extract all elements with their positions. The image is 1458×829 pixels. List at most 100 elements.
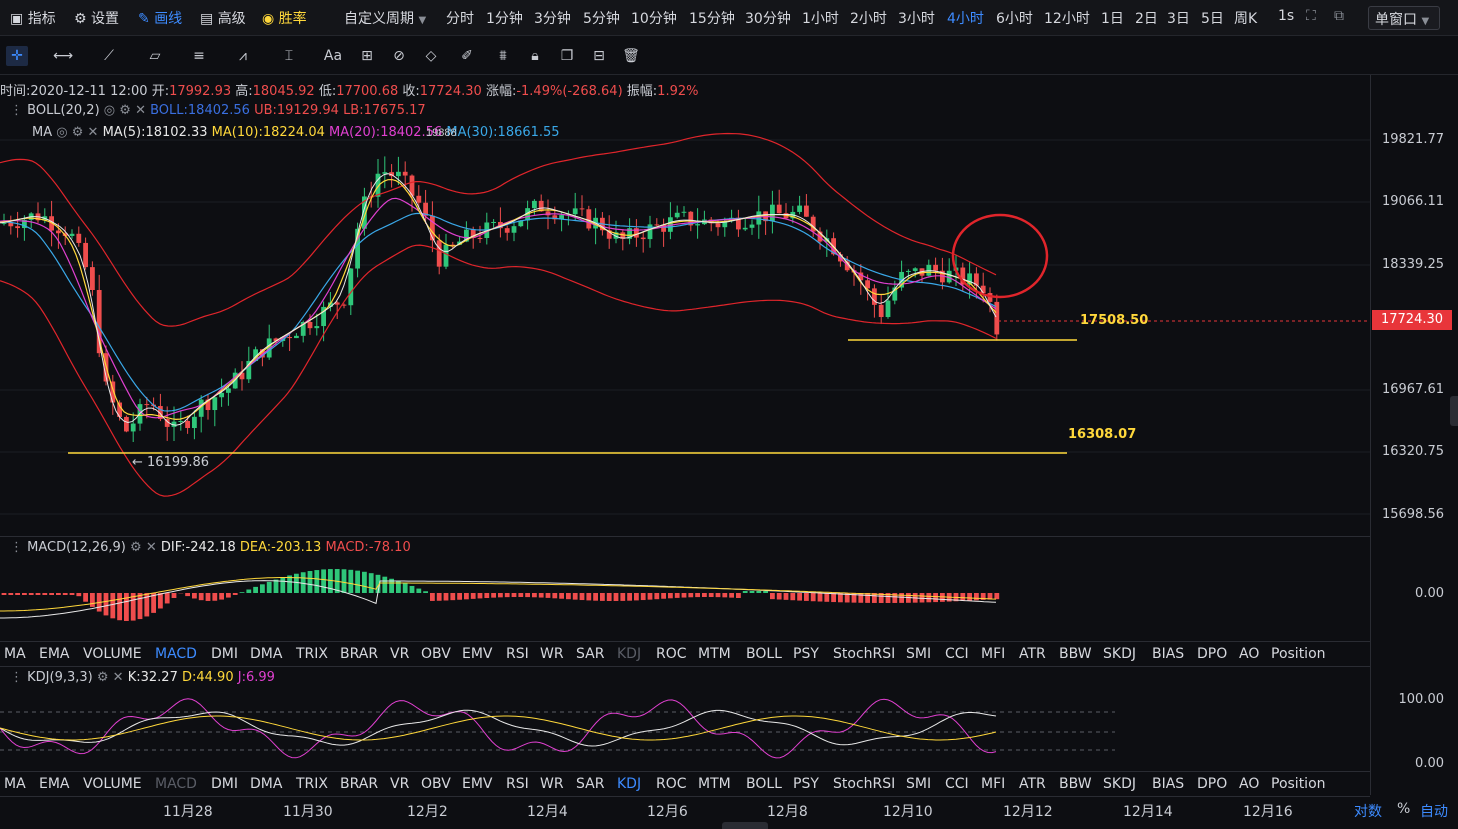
indicator-tab-macd[interactable]: MACD — [155, 646, 197, 662]
indicator-tab-ema[interactable]: EMA — [39, 646, 70, 662]
crosshair-icon[interactable]: ✛ — [6, 46, 28, 66]
indicator-tab-kdj[interactable]: KDJ — [617, 646, 642, 662]
side-panel-handle[interactable] — [1450, 396, 1458, 426]
close-icon[interactable]: ✕ — [135, 103, 146, 118]
indicator-tab-bbw[interactable]: BBW — [1059, 776, 1092, 792]
indicators-button[interactable]: ▣ 指标 — [10, 11, 56, 27]
fullscreen-icon[interactable]: ⛶ — [1306, 8, 1316, 24]
eye-icon[interactable]: ◎ — [103, 103, 116, 118]
collapse-icon[interactable]: ⋮ — [10, 103, 23, 118]
indicator-tab-trix[interactable]: TRIX — [296, 646, 328, 662]
indicator-tab-ma[interactable]: MA — [4, 646, 26, 662]
indicator-tab-cci[interactable]: CCI — [945, 776, 969, 792]
indicator-tab-atr[interactable]: ATR — [1019, 646, 1046, 662]
indicator-tab-sar[interactable]: SAR — [576, 646, 605, 662]
period-13[interactable]: 1日 — [1101, 11, 1124, 27]
indicator-tab-skdj[interactable]: SKDJ — [1103, 776, 1136, 792]
indicator-tab-macd[interactable]: MACD — [155, 776, 197, 792]
period-18[interactable]: 1s — [1278, 8, 1295, 24]
indicator-tab-wr[interactable]: WR — [540, 776, 564, 792]
measure-icon[interactable]: ⌶ — [284, 48, 294, 64]
indicator-tab-smi[interactable]: SMI — [906, 776, 932, 792]
indicator-tab-mfi[interactable]: MFI — [981, 646, 1006, 662]
copy-icon[interactable]: ❐ — [560, 48, 574, 64]
indicator-tab-psy[interactable]: PSY — [793, 646, 819, 662]
period-0[interactable]: 分时 — [446, 11, 474, 27]
text-icon[interactable]: Aa — [323, 48, 343, 64]
close-icon[interactable]: ✕ — [112, 670, 124, 685]
indicator-tab-bias[interactable]: BIAS — [1152, 776, 1185, 792]
indicator-tab-bias[interactable]: BIAS — [1152, 646, 1185, 662]
rectangle-icon[interactable]: ▱ — [149, 48, 161, 64]
indicator-tab-obv[interactable]: OBV — [421, 646, 451, 662]
settings-grid-icon[interactable]: ⊟ — [593, 48, 605, 64]
indicator-tab-trix[interactable]: TRIX — [296, 776, 328, 792]
eye-icon[interactable]: ◎ — [56, 125, 68, 140]
close-icon[interactable]: ✕ — [145, 540, 157, 555]
indicator-tab-ema[interactable]: EMA — [39, 776, 70, 792]
indicator-tab-skdj[interactable]: SKDJ — [1103, 646, 1136, 662]
indicator-tab-stochrsi[interactable]: StochRSI — [833, 776, 896, 792]
collapse-icon[interactable]: ⋮ — [10, 540, 23, 555]
indicator-tab-brar[interactable]: BRAR — [340, 776, 379, 792]
indicator-tab-bbw[interactable]: BBW — [1059, 646, 1092, 662]
indicator-tab-dpo[interactable]: DPO — [1197, 776, 1228, 792]
indicator-tab-boll[interactable]: BOLL — [746, 776, 782, 792]
indicator-tab-rsi[interactable]: RSI — [506, 646, 529, 662]
period-14[interactable]: 2日 — [1135, 11, 1158, 27]
custom-period-dropdown[interactable]: 自定义周期 ▼ — [344, 8, 426, 28]
period-15[interactable]: 3日 — [1167, 11, 1190, 27]
indicator-tab-boll[interactable]: BOLL — [746, 646, 782, 662]
period-16[interactable]: 5日 — [1201, 11, 1224, 27]
indicator-tab-sar[interactable]: SAR — [576, 776, 605, 792]
drag-handle[interactable] — [722, 822, 768, 829]
period-5[interactable]: 15分钟 — [689, 11, 735, 27]
macd-chart[interactable] — [0, 560, 1370, 640]
indicator-tab-brar[interactable]: BRAR — [340, 646, 379, 662]
window-mode-select[interactable]: 单窗口 ▼ — [1368, 6, 1440, 30]
indicator-tab-atr[interactable]: ATR — [1019, 776, 1046, 792]
sync-icon[interactable]: ⩩ — [499, 48, 507, 64]
indicator-tab-dma[interactable]: DMA — [250, 776, 283, 792]
period-11[interactable]: 6小时 — [996, 11, 1033, 27]
kdj-chart[interactable] — [0, 688, 1370, 770]
period-3[interactable]: 5分钟 — [583, 11, 620, 27]
indicator-tab-ao[interactable]: AO — [1239, 646, 1260, 662]
trend-line-icon[interactable]: ⟋ — [104, 48, 114, 64]
fib-icon[interactable]: ⊞ — [361, 48, 373, 64]
lock-icon[interactable]: 🔒︎ — [531, 48, 539, 64]
indicator-tab-mfi[interactable]: MFI — [981, 776, 1006, 792]
indicator-tab-mtm[interactable]: MTM — [698, 646, 731, 662]
indicator-tab-ao[interactable]: AO — [1239, 776, 1260, 792]
settings-button[interactable]: ⚙ 设置 — [74, 11, 120, 27]
parallel-channel-icon[interactable]: ≡ — [193, 48, 205, 64]
percent-scale-toggle[interactable]: % — [1397, 801, 1411, 817]
indicator-tab-smi[interactable]: SMI — [906, 646, 932, 662]
drawing-button[interactable]: ✎ 画线 — [138, 11, 183, 27]
indicator-tab-emv[interactable]: EMV — [462, 646, 493, 662]
close-icon[interactable]: ✕ — [87, 125, 99, 140]
indicator-tab-roc[interactable]: ROC — [656, 646, 687, 662]
gear-icon[interactable]: ⚙ — [119, 103, 131, 118]
indicator-tab-dma[interactable]: DMA — [250, 646, 283, 662]
period-7[interactable]: 1小时 — [802, 11, 839, 27]
indicator-tab-vr[interactable]: VR — [390, 646, 410, 662]
indicator-tab-rsi[interactable]: RSI — [506, 776, 529, 792]
period-10[interactable]: 4小时 — [947, 11, 984, 27]
period-17[interactable]: 周K — [1234, 11, 1258, 27]
indicator-tab-roc[interactable]: ROC — [656, 776, 687, 792]
indicator-tab-position[interactable]: Position — [1271, 776, 1326, 792]
indicator-tab-emv[interactable]: EMV — [462, 776, 493, 792]
eraser-icon[interactable]: ◇ — [425, 48, 437, 64]
indicator-tab-vr[interactable]: VR — [390, 776, 410, 792]
wave-icon[interactable]: ⩘ — [239, 48, 247, 64]
indicator-tab-volume[interactable]: VOLUME — [83, 646, 142, 662]
advanced-button[interactable]: ▤ 高级 — [200, 11, 246, 27]
period-9[interactable]: 3小时 — [898, 11, 935, 27]
indicator-tab-stochrsi[interactable]: StochRSI — [833, 646, 896, 662]
collapse-icon[interactable]: ⋮ — [10, 670, 23, 685]
indicator-tab-volume[interactable]: VOLUME — [83, 776, 142, 792]
indicator-tab-ma[interactable]: MA — [4, 776, 26, 792]
indicator-tab-dmi[interactable]: DMI — [211, 646, 238, 662]
indicator-tab-obv[interactable]: OBV — [421, 776, 451, 792]
